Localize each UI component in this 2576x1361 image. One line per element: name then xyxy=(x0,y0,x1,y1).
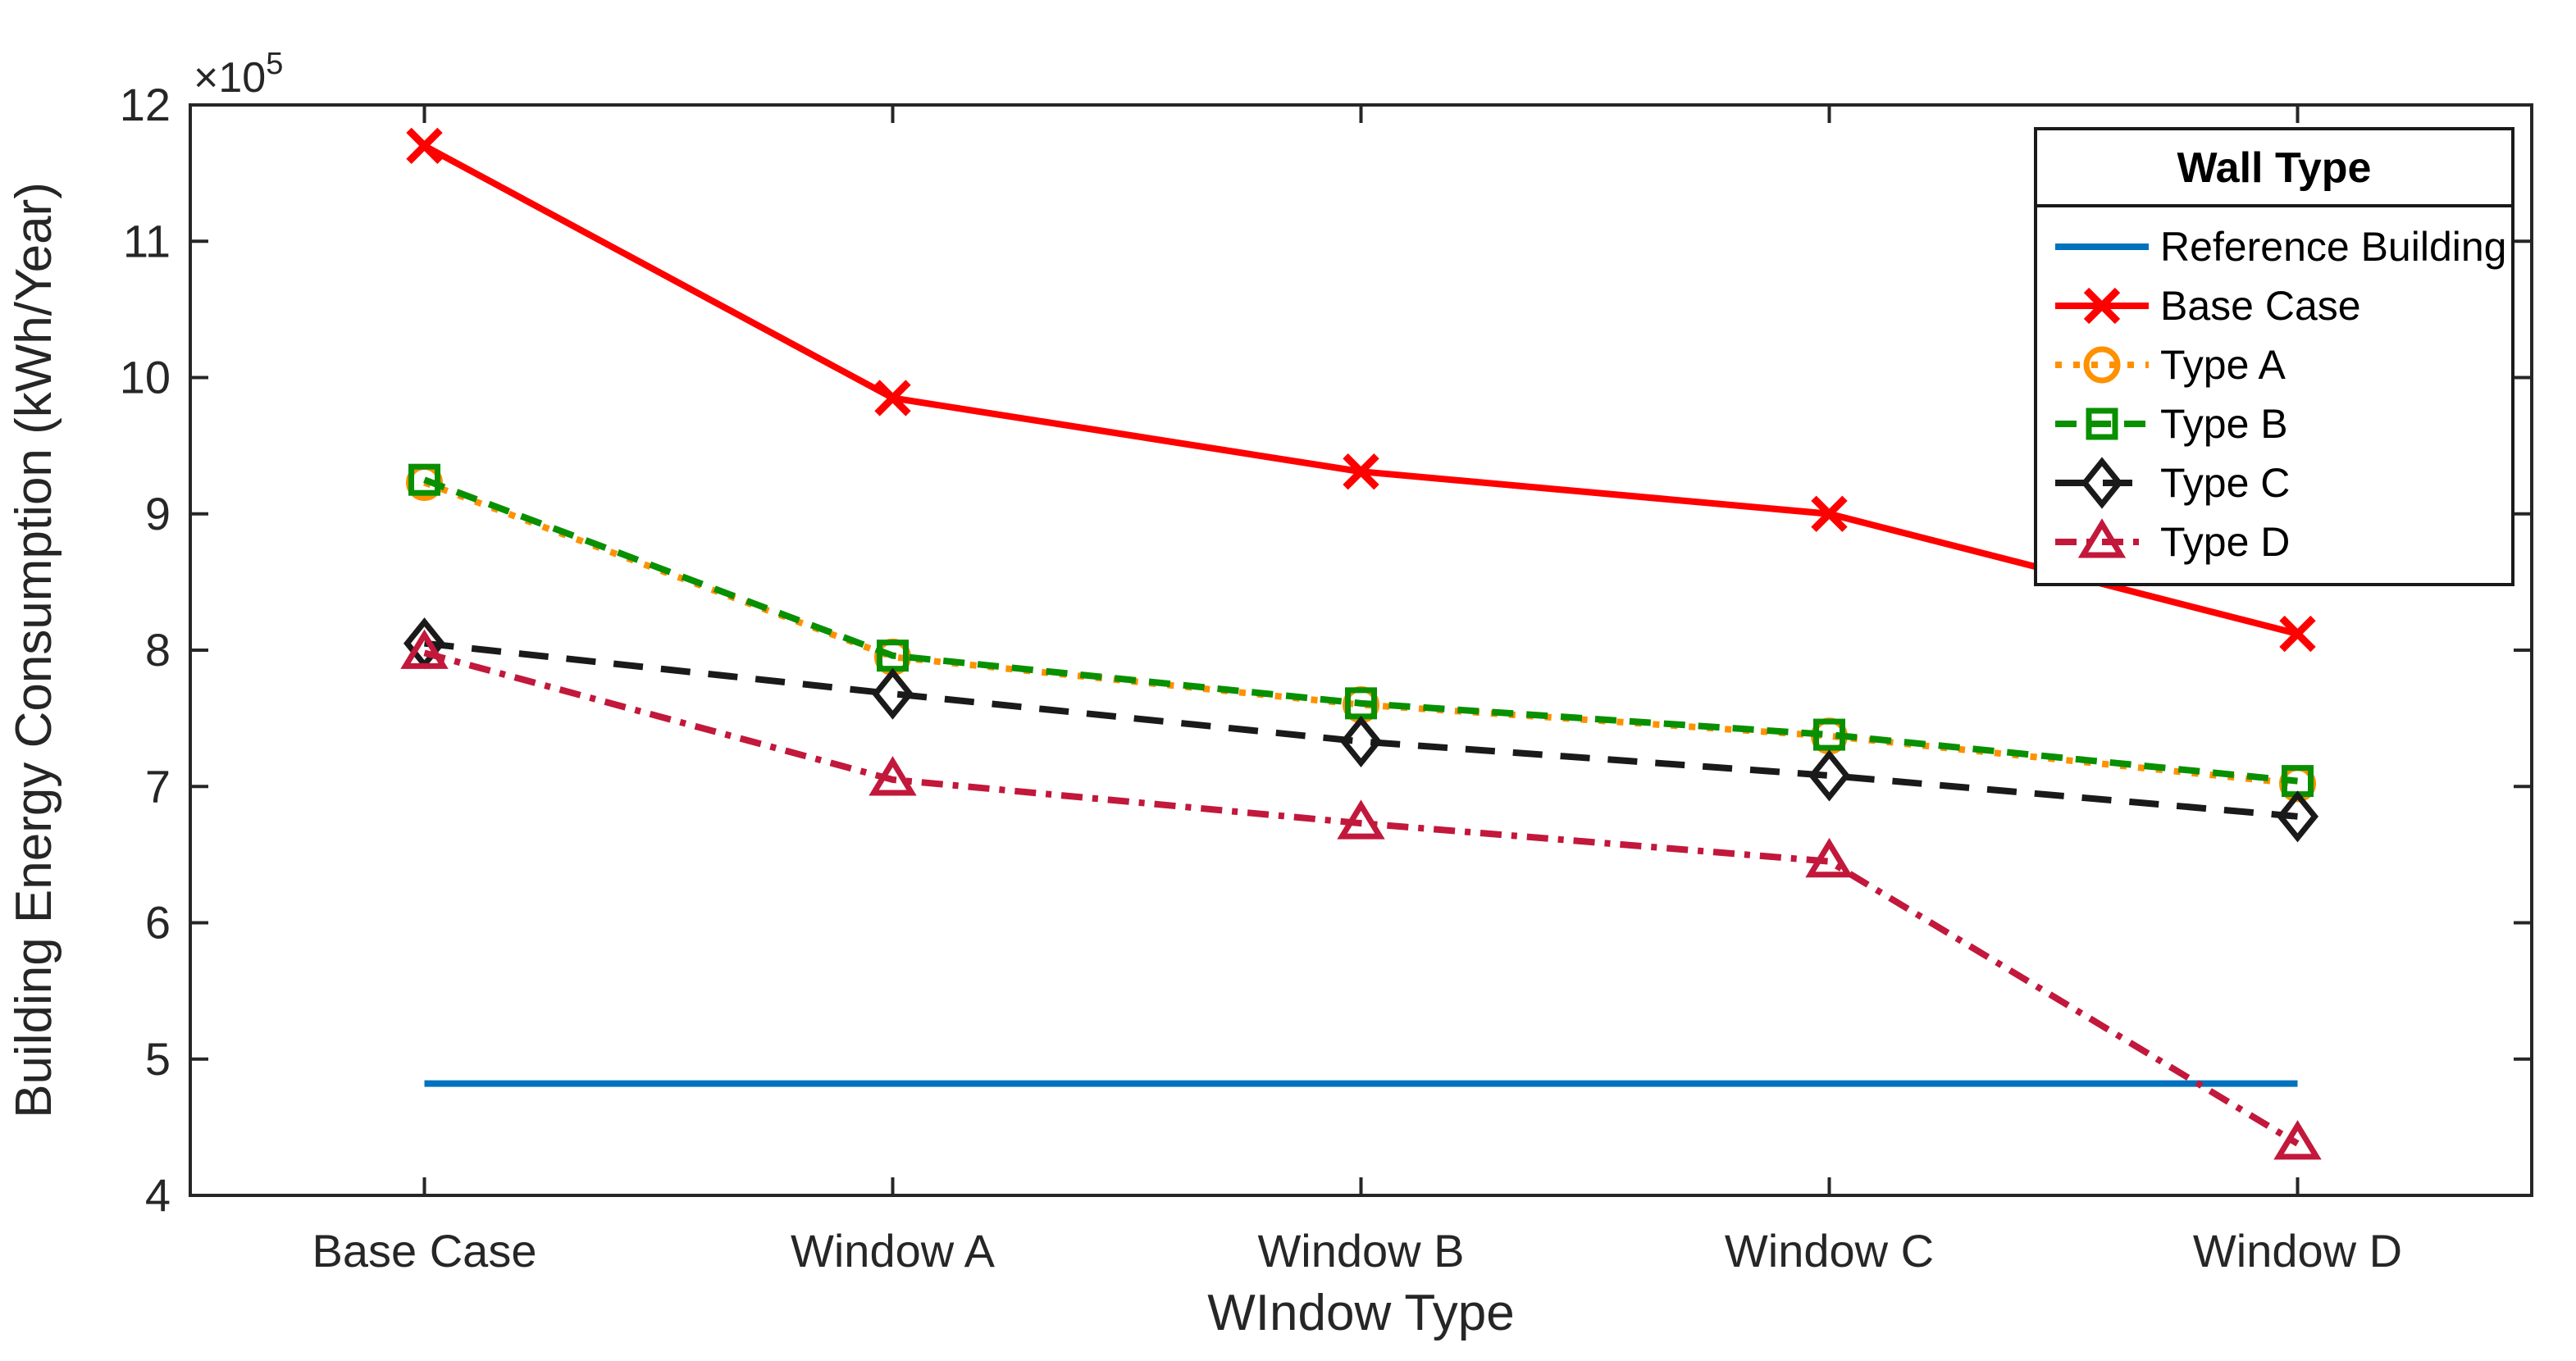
square-marker xyxy=(1813,718,1845,751)
legend-entry: Type A xyxy=(2037,335,2511,394)
series-type-d xyxy=(400,629,2322,1160)
x-marker xyxy=(1343,453,1379,490)
series-line xyxy=(423,479,2298,787)
x-tick-label: Window C xyxy=(1725,1225,1934,1277)
y-tick-label: 5 xyxy=(145,1033,171,1085)
legend-sample-square-line xyxy=(2055,407,2149,440)
y-tick-label: 10 xyxy=(120,352,171,403)
series-type-b xyxy=(408,463,2314,798)
legend-entry-label: Type C xyxy=(2160,460,2291,506)
x-marker xyxy=(874,380,911,416)
x-marker xyxy=(406,127,443,165)
series-line xyxy=(424,640,2298,820)
diamond-marker xyxy=(872,667,914,720)
y-axis-exponent: ×105 xyxy=(194,47,283,102)
legend-sample-circle-line xyxy=(2055,346,2149,384)
y-tick-label: 12 xyxy=(120,79,171,130)
y-tick-label: 9 xyxy=(145,488,171,539)
legend-sample-triangle-line xyxy=(2055,518,2149,558)
y-tick-label: 11 xyxy=(123,215,171,266)
legend-entry-label: Type B xyxy=(2160,401,2288,447)
legend-sample-diamond-line xyxy=(2055,457,2149,509)
circle-marker xyxy=(2083,346,2121,384)
y-tick-label: 6 xyxy=(145,897,171,949)
diamond-marker xyxy=(1340,715,1382,767)
legend-entry: Reference Building xyxy=(2037,217,2511,276)
legend-entry: Base Case xyxy=(2037,276,2511,335)
triangle-marker xyxy=(1337,799,1385,840)
x-tick-label: Window B xyxy=(1257,1225,1464,1277)
x-tick-label: Window D xyxy=(2193,1225,2402,1277)
legend-entries: Reference Building Base Case Type A Type B T… xyxy=(2037,207,2511,583)
legend-entry-label: Type D xyxy=(2160,519,2291,565)
x-axis-label: WIndow Type xyxy=(1207,1285,1514,1341)
series-base-case xyxy=(406,127,2316,653)
legend-entry: Type D xyxy=(2037,512,2511,571)
triangle-marker xyxy=(400,629,449,669)
x-tick-label: Window A xyxy=(791,1225,996,1277)
x-tick-label: Base Case xyxy=(312,1225,537,1277)
y-tick-label: 8 xyxy=(145,624,171,676)
diamond-marker xyxy=(2277,790,2318,843)
series-line xyxy=(423,649,2300,1147)
y-tick-label: 4 xyxy=(145,1169,171,1221)
series-line xyxy=(422,143,2299,637)
legend-sample-x-line xyxy=(2055,287,2149,325)
diamond-marker xyxy=(1808,749,1850,802)
x-marker xyxy=(2279,615,2316,653)
series-type-a xyxy=(406,464,2316,803)
y-axis-label: Building Energy Consumption (kWh/Year) xyxy=(6,182,62,1118)
legend-sample-none-line xyxy=(2055,244,2149,250)
legend-entry-label: Type A xyxy=(2160,342,2286,388)
legend-title: Wall Type xyxy=(2037,130,2511,207)
legend-entry-label: Base Case xyxy=(2160,283,2361,329)
triangle-marker xyxy=(2077,518,2127,558)
x-marker xyxy=(2083,287,2121,325)
legend: Wall Type Reference Building Base Case Typ… xyxy=(2034,127,2514,586)
square-marker xyxy=(408,463,440,496)
series-line xyxy=(423,476,2298,785)
legend-entry: Type C xyxy=(2037,453,2511,512)
y-tick-label: 7 xyxy=(145,760,171,812)
x-marker xyxy=(1811,495,1848,532)
legend-entry: Type B xyxy=(2037,394,2511,453)
legend-entry-label: Reference Building xyxy=(2160,224,2507,270)
triangle-marker xyxy=(869,756,917,796)
diamond-marker xyxy=(2081,457,2123,509)
triangle-marker xyxy=(1805,837,1853,878)
triangle-marker xyxy=(2273,1120,2322,1160)
square-marker xyxy=(2086,407,2118,440)
